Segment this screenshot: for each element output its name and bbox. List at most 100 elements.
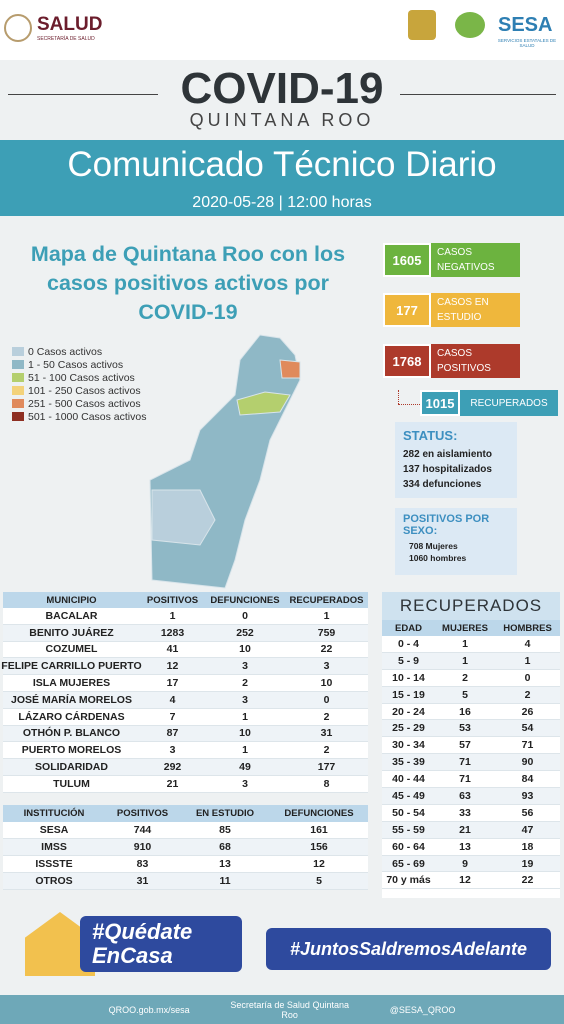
legend-swatch (12, 373, 24, 382)
table-cell: 45 - 49 (392, 789, 425, 802)
table-cell: 10 (239, 727, 251, 740)
header-cell: DEFUNCIONES (284, 808, 354, 819)
table-cell: 53 (459, 722, 471, 735)
table-cell: 84 (521, 773, 534, 786)
table-cell: 0 (323, 693, 330, 706)
table-cell: 2 (323, 710, 330, 723)
sex-line: 1060 hombres (409, 553, 467, 563)
table-cell: ISSSTE (35, 858, 73, 870)
table-cell: COZUMEL (45, 643, 98, 656)
connector (398, 404, 420, 405)
table-cell: 910 (133, 841, 152, 853)
banner-date: 2020-05-28 | 12:00 horas (192, 194, 372, 211)
footer-item: @SESA_QROO (389, 1004, 456, 1015)
footer-item: QROO.gob.mx/sesa (108, 1004, 190, 1015)
table-row: IMSS 910 68 156 (3, 839, 368, 856)
table-cell: JOSÉ MARÍA MORELOS (11, 693, 132, 706)
legend-item: 251 - 500 Casos activos (12, 397, 182, 410)
stay-home-line: EnCasa (92, 943, 173, 968)
table-cell: 13 (459, 840, 471, 853)
map-legend: 0 Casos activos 1 - 50 Casos activos 51 - … (12, 345, 182, 423)
table-row: COZUMEL 41 10 22 (3, 641, 368, 659)
table-row: 55 - 59 21 47 (382, 821, 560, 839)
table-cell: 1 (524, 654, 531, 667)
table-row: BENITO JUÁREZ 1283 252 759 (3, 624, 368, 642)
table-cell: 26 (521, 705, 534, 718)
table-row: 20 - 24 16 26 (382, 703, 560, 721)
legend-label: 101 - 250 Casos activos (28, 384, 141, 397)
table-cell: 744 (133, 824, 152, 836)
table-cell: 2 (462, 671, 468, 684)
table-cell: 33 (459, 806, 471, 819)
table-row: LÁZARO CÁRDENAS 7 1 2 (3, 708, 368, 726)
table-cell: 3 (242, 777, 248, 790)
right-logo: SESA (498, 14, 553, 36)
table-cell: 71 (521, 739, 534, 752)
status-line: 282 en aislamiento (403, 449, 492, 460)
table-cell: 9 (462, 857, 468, 870)
table-cell: 156 (310, 841, 328, 853)
table-cell: 2 (323, 744, 330, 757)
table-cell: 47 (521, 823, 534, 836)
table-cell: 85 (219, 824, 231, 836)
header-cell: MUJERES (442, 622, 488, 634)
table-cell: 177 (317, 761, 336, 774)
table-row: TULUM 21 3 8 (3, 775, 368, 793)
table-cell: 2 (242, 677, 248, 690)
recovered-value: 1015 (420, 390, 460, 416)
map-region (236, 391, 291, 416)
table-row: OTROS 31 11 5 (3, 873, 368, 890)
table-cell: 83 (136, 858, 149, 870)
table-row: 10 - 14 2 0 (382, 669, 560, 687)
table-cell: 19 (521, 857, 534, 870)
table-cell: 1283 (160, 626, 185, 639)
left-logo-sub: SECRETARÍA DE SALUD (37, 36, 95, 42)
table-cell: 5 (316, 875, 322, 887)
status-title: STATUS: (403, 428, 458, 443)
table-header: EDAD MUJERES HOMBRES (382, 620, 560, 636)
table-row: BACALAR 1 0 1 (3, 608, 368, 625)
table-cell: LÁZARO CÁRDENAS (18, 710, 125, 723)
table-cell: 13 (219, 858, 231, 870)
map-region (279, 359, 301, 379)
table-cell: 1 (462, 654, 468, 667)
table-cell: PUERTO MORELOS (21, 744, 122, 757)
table-row: 45 - 49 63 93 (382, 788, 560, 805)
table-cell: 71 (459, 773, 471, 786)
recovered-label: RECUPERADOS (460, 390, 558, 416)
table-cell: 30 - 34 (392, 739, 425, 752)
header-cell: MUNICIPIO (46, 594, 97, 606)
case-label: CASOS POSITIVOS (431, 344, 520, 378)
table-row: 35 - 39 71 90 (382, 754, 560, 772)
table-cell: 54 (521, 722, 534, 735)
state-logo (408, 10, 436, 40)
table-cell: 7 (169, 710, 176, 723)
table-cell: 87 (166, 727, 179, 740)
table-row: ISLA MUJERES 17 2 10 (3, 675, 368, 692)
map-region (149, 334, 301, 589)
table-cell: 5 - 9 (397, 654, 419, 667)
table-row: 30 - 34 57 71 (382, 737, 560, 755)
connector (398, 390, 399, 404)
table-header: INSTITUCIÓN POSITIVOS EN ESTUDIO DEFUNCIONE… (3, 805, 368, 822)
table-cell: 55 - 59 (392, 823, 425, 836)
header-cell: POSITIVOS (146, 594, 199, 606)
table-cell: SOLIDARIDAD (35, 761, 108, 774)
table-cell: 15 - 19 (392, 688, 425, 701)
table-cell: 20 - 24 (392, 705, 425, 718)
table-cell: 0 - 4 (397, 637, 419, 650)
table-cell: 68 (219, 841, 231, 853)
table-row: 70 y más 12 22 (382, 872, 560, 890)
footer-item: Secretaría de Salud Quintana Roo (230, 999, 349, 1020)
together: #JuntosSaldremosAdelante (266, 928, 551, 970)
sex-box: POSITIVOS POR SEXO: 708 Mujeres 1060 homb… (395, 508, 517, 575)
header-cell: INSTITUCIÓN (23, 808, 85, 819)
table-cell: 70 y más (386, 874, 431, 887)
case-value: 1605 (383, 243, 431, 277)
table-cell: 12 (313, 858, 325, 870)
legend-item: 51 - 100 Casos activos (12, 371, 182, 384)
legend-label: 1 - 50 Casos activos (28, 358, 124, 371)
legend-label: 51 - 100 Casos activos (28, 371, 135, 384)
